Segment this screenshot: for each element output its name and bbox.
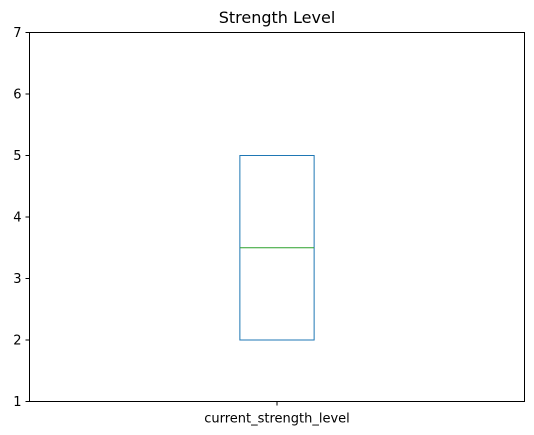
chart-title: Strength Level	[219, 8, 336, 27]
plot-area: 1 2 3 4 5 6 7 current_strength_level	[13, 26, 350, 427]
y-tick-label-2: 2	[13, 334, 21, 349]
x-tick-label-0: current_strength_level	[204, 412, 350, 427]
y-tick-label-6: 6	[13, 88, 21, 103]
y-tick-label-7: 7	[13, 26, 21, 41]
y-tick-label-4: 4	[13, 211, 21, 226]
y-tick-label-5: 5	[13, 149, 21, 164]
axes-frame	[29, 32, 525, 402]
y-tick-label-1: 1	[13, 395, 21, 410]
y-tick-label-3: 3	[13, 272, 21, 287]
